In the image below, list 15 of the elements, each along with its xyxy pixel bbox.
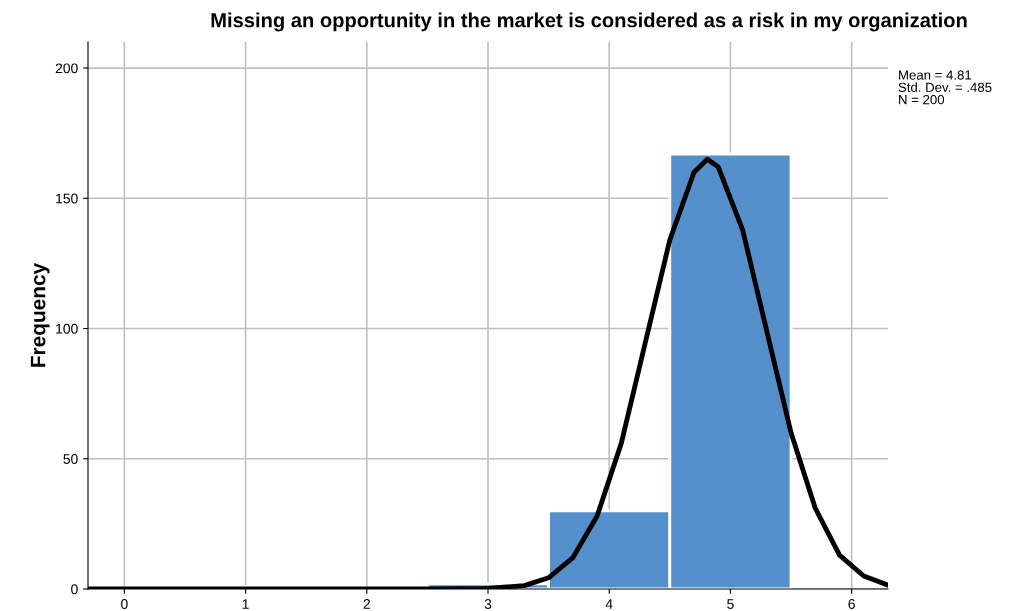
x-tick-label: 5 bbox=[727, 599, 734, 609]
y-axis-title: Frequency bbox=[30, 262, 50, 367]
chart-title: Missing an opportunity in the market is considered as a risk in my organization bbox=[211, 12, 967, 32]
y-tick-label: 0 bbox=[71, 584, 78, 595]
x-tick-label: 2 bbox=[363, 599, 370, 609]
y-tick-label: 50 bbox=[63, 454, 78, 464]
x-tick-label: 6 bbox=[848, 599, 855, 609]
y-tick-label: 150 bbox=[56, 193, 78, 204]
x-tick-label: 4 bbox=[605, 599, 613, 609]
x-tick-label: 3 bbox=[484, 599, 492, 609]
y-tick-label: 200 bbox=[55, 63, 78, 74]
text: Mean = 4.81 Std. Dev. = .485 N = 200 bbox=[898, 70, 992, 105]
x-tick-label: 0 bbox=[121, 599, 128, 609]
x-tick-label: 1 bbox=[242, 599, 249, 609]
y-tick-label: 100 bbox=[56, 323, 78, 334]
